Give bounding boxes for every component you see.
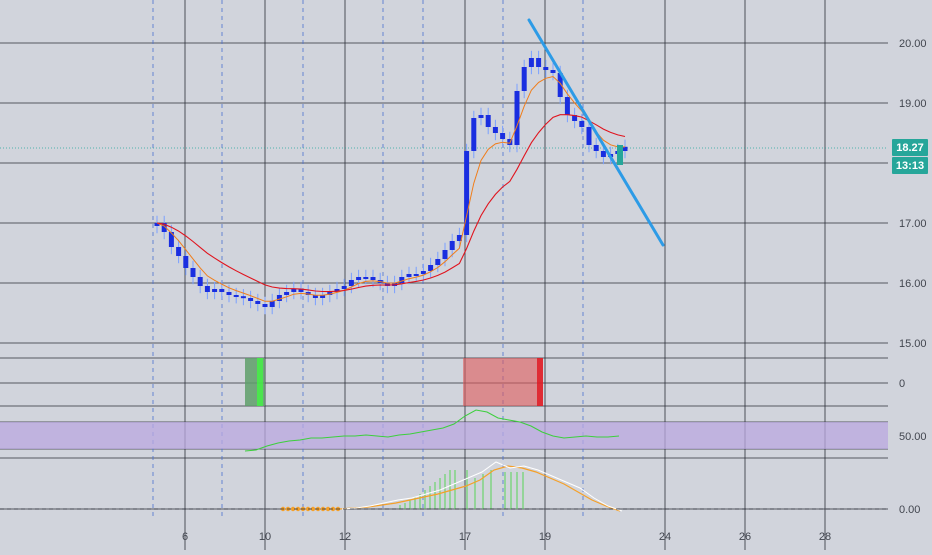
candle-body	[515, 91, 520, 145]
candle-body	[435, 259, 440, 265]
candle-body	[450, 241, 455, 250]
x-tick-label: 12	[339, 531, 351, 543]
candle-body	[349, 280, 354, 286]
candle-body	[522, 67, 527, 91]
green-box-edge	[257, 358, 263, 406]
candle-body	[356, 277, 361, 280]
candle-body	[255, 301, 260, 304]
candle-body	[565, 97, 570, 115]
x-tick-label: 17	[459, 531, 471, 543]
candle-body	[363, 277, 368, 279]
y-tick-label: 19.00	[899, 98, 927, 110]
candle-body	[551, 70, 556, 73]
candle-body	[471, 118, 476, 151]
candle-body	[198, 277, 203, 286]
candle-body	[443, 250, 448, 259]
candle-body	[428, 265, 433, 271]
rsi-scale-label: 50.00	[899, 431, 927, 443]
candle-body	[587, 127, 592, 145]
osc-main-line	[342, 462, 622, 511]
time-badge-text: 13:13	[896, 160, 924, 172]
candle-body	[227, 292, 232, 295]
candle-body	[414, 274, 419, 276]
candle-body	[205, 286, 210, 292]
candle-body	[234, 295, 239, 297]
candle-body	[219, 289, 224, 292]
red-box	[463, 358, 543, 406]
candle-body	[270, 301, 275, 307]
price-badge-text: 18.27	[896, 142, 924, 154]
candle-body	[176, 247, 181, 256]
box-scale-label: 0	[899, 378, 905, 390]
candle-body	[407, 274, 412, 277]
candle-body	[371, 277, 376, 280]
candle-body	[529, 58, 534, 67]
x-tick-label: 24	[659, 531, 671, 543]
candle-body	[291, 289, 296, 292]
rsi-band	[0, 422, 888, 449]
candle-body	[284, 292, 289, 295]
x-tick-label: 19	[539, 531, 551, 543]
candle-body	[263, 304, 268, 307]
candle-body	[623, 147, 628, 151]
candle-body	[421, 271, 426, 274]
candle-body	[594, 145, 599, 151]
candle-body	[191, 268, 196, 277]
x-tick-label: 28	[819, 531, 831, 543]
candle-body	[493, 127, 498, 133]
candle-body	[183, 256, 188, 268]
x-tick-label: 6	[182, 531, 188, 543]
candle-body	[601, 151, 606, 157]
y-tick-label: 15.00	[899, 338, 927, 350]
trendline	[529, 20, 663, 245]
candle-body	[486, 115, 491, 127]
candle-body	[248, 298, 253, 301]
x-tick-label: 10	[259, 531, 271, 543]
candle-body	[579, 121, 584, 127]
candle-body	[212, 289, 217, 292]
candle-body	[500, 133, 505, 139]
candle-body	[543, 67, 548, 70]
y-tick-label: 17.00	[899, 218, 927, 230]
candle-body	[479, 115, 484, 118]
y-tick-label: 20.00	[899, 38, 927, 50]
ema-slow-line	[157, 115, 625, 292]
candle-body	[342, 286, 347, 289]
y-tick-label: 16.00	[899, 278, 927, 290]
osc-scale-label: 0.00	[899, 504, 920, 516]
candle-body	[536, 58, 541, 67]
ema-fast-line	[157, 77, 625, 302]
candle-body	[241, 296, 246, 298]
red-box-edge	[537, 358, 543, 406]
x-tick-label: 26	[739, 531, 751, 543]
last-candle-highlight	[617, 145, 623, 165]
